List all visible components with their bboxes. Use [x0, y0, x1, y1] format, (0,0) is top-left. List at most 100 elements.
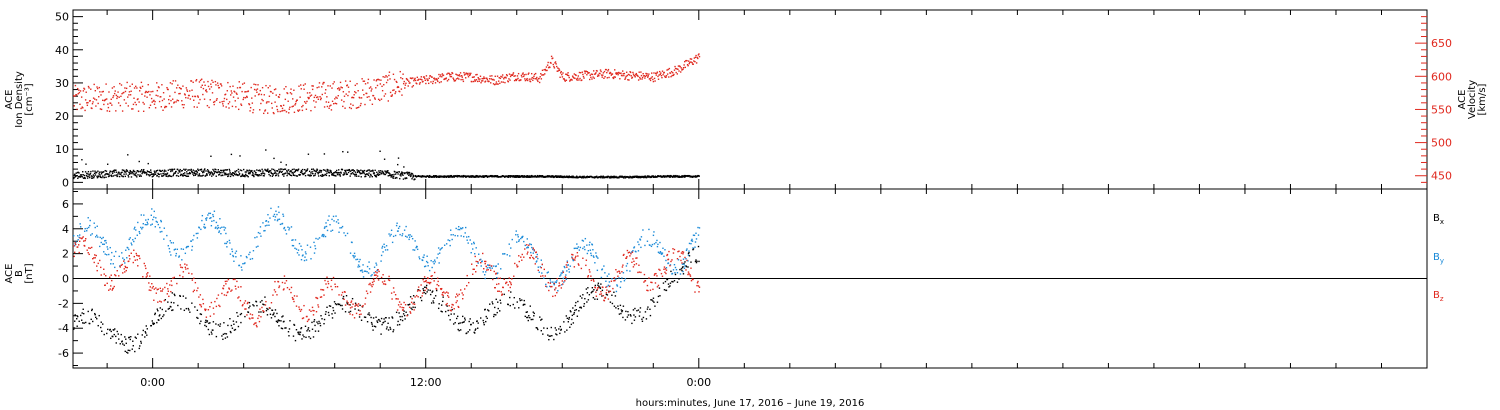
- bz-point: [685, 269, 687, 271]
- bz-point: [631, 251, 634, 253]
- by-point: [546, 272, 549, 274]
- bz-point: [179, 274, 181, 277]
- bx-point: [323, 322, 325, 325]
- density-point: [362, 171, 364, 173]
- density-point: [111, 172, 114, 175]
- velocity-point: [327, 101, 330, 103]
- density-point: [148, 171, 150, 173]
- bx-point: [480, 317, 482, 319]
- density-point: [361, 172, 363, 175]
- bz-point: [550, 286, 552, 288]
- velocity-point: [648, 73, 650, 75]
- by-point: [86, 230, 88, 232]
- bz-point: [157, 288, 160, 290]
- density-point: [75, 175, 77, 177]
- density-point: [136, 176, 138, 178]
- density-point: [461, 175, 463, 177]
- by-point: [584, 237, 587, 240]
- by-point: [465, 226, 467, 229]
- bz-point: [234, 278, 236, 281]
- density-point: [247, 176, 249, 178]
- velocity-point: [226, 98, 228, 101]
- by-point: [170, 242, 173, 244]
- velocity-point: [307, 96, 309, 99]
- velocity-point: [564, 80, 566, 82]
- bz-point: [572, 254, 574, 256]
- bz-point: [227, 278, 230, 281]
- by-point: [416, 246, 418, 248]
- bx-point: [185, 307, 188, 310]
- density-point: [369, 173, 372, 176]
- density-point: [151, 176, 154, 178]
- density-point: [264, 168, 266, 171]
- velocity-point: [316, 86, 318, 89]
- bz-point: [595, 291, 597, 293]
- bz-point: [391, 298, 393, 300]
- density-point: [179, 174, 182, 177]
- bx-point: [267, 308, 269, 311]
- density-point: [136, 170, 139, 172]
- by-point: [566, 270, 568, 272]
- bz-point: [144, 265, 146, 267]
- density-point: [83, 174, 86, 177]
- density-point: [523, 176, 525, 178]
- density-point: [193, 171, 195, 174]
- bz-point: [160, 301, 163, 303]
- bx-point: [571, 318, 573, 321]
- bz-point: [456, 295, 459, 297]
- by-point: [560, 272, 563, 274]
- by-point: [170, 254, 172, 256]
- bx-point: [575, 309, 578, 311]
- velocity-point: [422, 80, 424, 83]
- density-point: [464, 175, 466, 177]
- by-point: [655, 241, 657, 244]
- bx-point: [619, 304, 622, 307]
- velocity-point: [131, 108, 133, 110]
- velocity-point: [412, 77, 414, 79]
- velocity-point: [624, 77, 627, 79]
- bx-point: [199, 313, 202, 315]
- bz-point: [605, 291, 608, 294]
- bz-point: [193, 289, 196, 292]
- by-point: [568, 271, 571, 273]
- by-point: [178, 255, 181, 257]
- bz-point: [509, 286, 511, 289]
- density-point: [270, 171, 272, 174]
- velocity-point: [400, 77, 402, 79]
- velocity-point: [523, 75, 525, 78]
- bx-point: [122, 343, 124, 345]
- bz-point: [442, 291, 445, 293]
- bz-point: [409, 311, 411, 313]
- velocity-point: [599, 69, 602, 71]
- velocity-point: [373, 79, 375, 81]
- bx-point: [483, 323, 485, 326]
- velocity-point: [191, 89, 193, 91]
- density-point: [684, 176, 686, 178]
- velocity-point: [217, 84, 219, 87]
- bx-point: [618, 313, 621, 315]
- by-point: [433, 262, 435, 265]
- by-point: [672, 269, 675, 271]
- density-point: [386, 170, 388, 172]
- velocity-point: [332, 83, 334, 85]
- velocity-point: [192, 81, 194, 84]
- bx-point: [345, 294, 348, 297]
- by-point: [671, 272, 674, 275]
- density-point: [283, 168, 286, 170]
- density-point: [550, 175, 552, 177]
- bz-point: [258, 314, 260, 317]
- density-point: [352, 169, 354, 171]
- velocity-point: [108, 91, 110, 93]
- bz-point: [607, 298, 610, 300]
- velocity-point: [326, 105, 329, 108]
- velocity-point: [144, 91, 147, 94]
- bx-point: [367, 313, 369, 316]
- by-point: [240, 266, 243, 268]
- bz-point: [622, 264, 624, 266]
- bx-point: [208, 333, 211, 336]
- velocity-point: [266, 112, 269, 114]
- bz-point: [684, 256, 686, 259]
- bz-point: [475, 271, 477, 273]
- by-point: [329, 224, 331, 226]
- density-point: [85, 163, 87, 165]
